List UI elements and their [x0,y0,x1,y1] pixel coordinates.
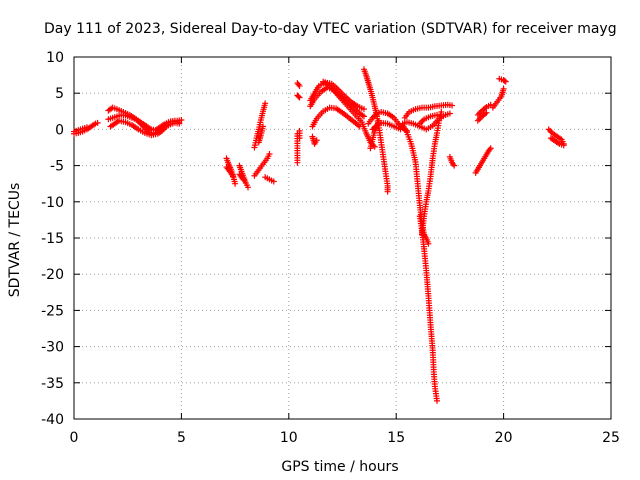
data-point [547,127,554,134]
x-tick-label: 10 [280,430,298,446]
data-point [176,120,183,127]
x-tick-label: 25 [602,430,620,446]
data-point [501,77,508,84]
y-tick-label: -25 [41,303,64,319]
x-tick-label: 15 [387,430,405,446]
series-arc-09 [236,171,247,184]
y-tick-label: 5 [55,86,64,102]
data-point [483,109,490,116]
series-arc-33 [446,153,458,169]
series-arc-26 [367,117,383,152]
series-arc-34 [472,145,494,176]
data-point [451,162,458,169]
y-tick-label: -20 [41,267,64,283]
y-tick-label: -5 [50,159,64,175]
data-point [418,119,425,126]
series-arc-28 [418,109,445,238]
series-arc-07 [223,164,236,180]
data-point [83,124,90,131]
data-point [270,178,277,185]
x-axis-label: GPS time / hours [281,459,398,475]
data-point [446,110,453,117]
series-arc-14 [294,80,303,89]
axis-ticks [73,56,612,420]
data-point [244,184,251,191]
x-tick-label: 20 [495,430,513,446]
series-arc-27 [399,122,432,247]
data-point [296,82,303,89]
data-point [240,177,247,184]
x-tick-label: 0 [70,430,79,446]
chart-title: Day 111 of 2023, Sidereal Day-to-day VTE… [44,21,617,37]
y-tick-label: -10 [41,195,64,211]
data-point [262,100,269,107]
grid [74,57,611,419]
y-tick-label: -40 [41,412,64,428]
data-point [360,113,367,120]
series-arc-35 [474,101,494,118]
x-tick-label: 5 [177,430,186,446]
data-point [545,126,552,133]
series-arc-02 [71,124,90,135]
data-point [295,93,302,100]
y-tick-label: -35 [41,376,64,392]
data-point [260,123,267,130]
series-arc-15 [294,92,303,101]
y-tick-label: 0 [55,122,64,138]
y-tick-label: -15 [41,231,64,247]
data-point [449,102,456,109]
x-tick-labels: 0 5 10 15 20 25 [70,430,620,446]
data-point [474,117,481,124]
series-arc-13 [262,174,277,185]
data-point [371,143,378,150]
data-point [296,135,303,142]
data-point [474,111,481,118]
series-arc-29 [416,213,441,404]
data-point [94,119,101,126]
series-arc-21 [309,104,363,130]
data-point [294,159,301,166]
data-point [229,173,236,180]
series-arc-36 [474,109,490,124]
series-arc-40 [547,135,567,149]
series-arc-37 [489,85,507,111]
series-arc-31 [399,110,453,133]
data-point [500,85,507,92]
data-point [438,109,445,116]
data-point [502,78,509,85]
data-point [487,145,494,152]
data-point [178,116,185,123]
series-arc-08 [236,162,251,191]
series-arc-11 [251,151,273,179]
data-point [384,188,391,195]
data-point [313,137,320,144]
data-point [232,180,239,187]
data-point [476,116,483,123]
data-point [434,111,441,118]
series-arc-38 [496,75,509,85]
data-points [71,66,567,404]
series-arc-12 [255,123,267,146]
data-point [376,117,383,124]
y-axis-label: SDTVAR / TECUs [7,183,23,298]
series-arc-30 [401,101,456,121]
series-arc-05 [107,117,183,139]
data-point [360,106,367,113]
series-arc-17 [296,127,303,142]
data-point [266,151,273,158]
series-arc-18 [309,133,320,147]
y-tick-label: 10 [46,50,64,66]
series-arc-39 [545,126,567,147]
series-arc-32 [416,111,441,127]
data-point [434,397,441,404]
series-arc-22 [320,78,378,150]
data-point [560,142,567,149]
data-point [296,94,303,101]
y-tick-labels: 10 5 0 -5 -10 -15 -20 -25 -30 -35 -40 [41,50,64,428]
y-tick-label: -30 [41,340,64,356]
data-point [295,81,302,88]
data-point [397,126,404,133]
